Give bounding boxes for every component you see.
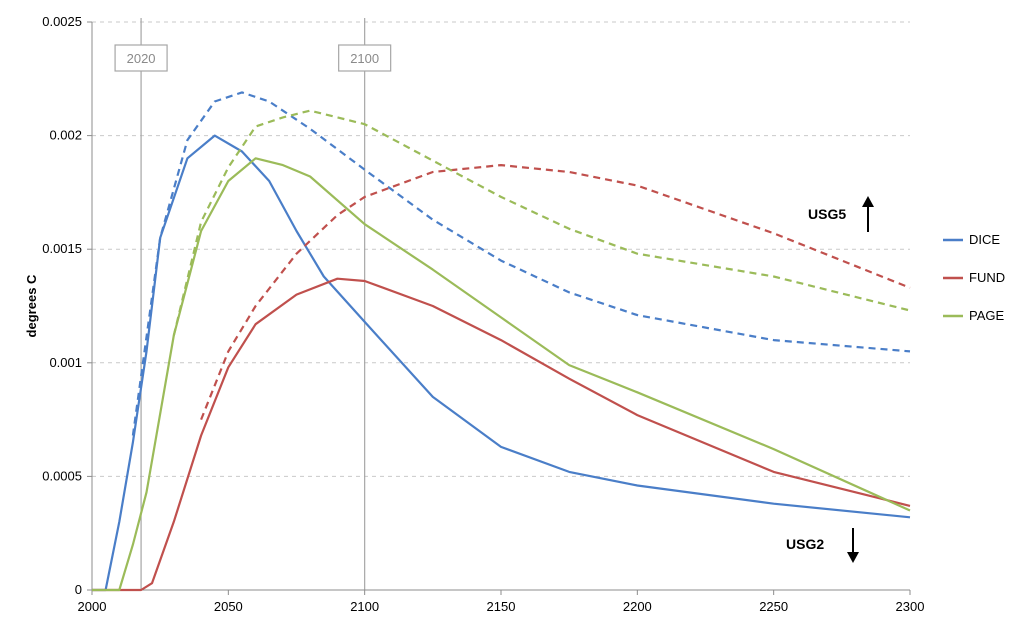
- year-marker-box: [114, 44, 168, 72]
- x-tick-label: 2250: [759, 599, 788, 614]
- series-fund-usg2-line: [92, 277, 911, 592]
- down-arrow-head-icon: [847, 552, 859, 563]
- series-dice-usg2-line: [92, 134, 911, 592]
- series-page-usg2-line: [92, 157, 911, 592]
- legend-label-fund: FUND: [969, 270, 1005, 285]
- legend-label-page: PAGE: [969, 308, 1004, 323]
- tick-labels: 0 0.0005 0.001 0.0015 0.002 0.0025 2000 2050 210…: [42, 14, 924, 614]
- x-tick-label: 2150: [487, 599, 516, 614]
- y-tick-label: 0.0005: [42, 468, 82, 483]
- series-dice-usg5-line: [131, 91, 911, 436]
- x-tick-label: 2000: [78, 599, 107, 614]
- usg5-label: USG5: [808, 206, 846, 222]
- legend: DICE FUND PAGE: [943, 232, 1005, 323]
- usg5-annotation: USG5: [808, 196, 874, 232]
- y-axis-label: degrees C: [24, 274, 39, 337]
- year-marker-box: [338, 44, 392, 72]
- y-tick-label: 0.0025: [42, 14, 82, 29]
- x-tick-label: 2100: [350, 599, 379, 614]
- year-markers: 2020 2100: [114, 18, 392, 590]
- y-tick-label: 0.002: [49, 128, 82, 143]
- gridlines: [92, 21, 910, 477]
- series-lines: [92, 91, 911, 592]
- usg2-label: USG2: [786, 536, 824, 552]
- series-fund-usg5-line: [200, 164, 911, 421]
- axes: [87, 21, 911, 595]
- year-marker-label: 2020: [127, 51, 156, 66]
- up-arrow-head-icon: [862, 196, 874, 207]
- series-page-usg5-line: [172, 109, 911, 336]
- usg2-annotation: USG2: [786, 528, 859, 563]
- x-tick-label: 2200: [623, 599, 652, 614]
- legend-label-dice: DICE: [969, 232, 1000, 247]
- x-tick-label: 2300: [896, 599, 925, 614]
- x-tick-label: 2050: [214, 599, 243, 614]
- y-tick-label: 0: [75, 582, 82, 597]
- y-tick-label: 0.001: [49, 355, 82, 370]
- y-tick-label: 0.0015: [42, 241, 82, 256]
- year-marker-label: 2100: [350, 51, 379, 66]
